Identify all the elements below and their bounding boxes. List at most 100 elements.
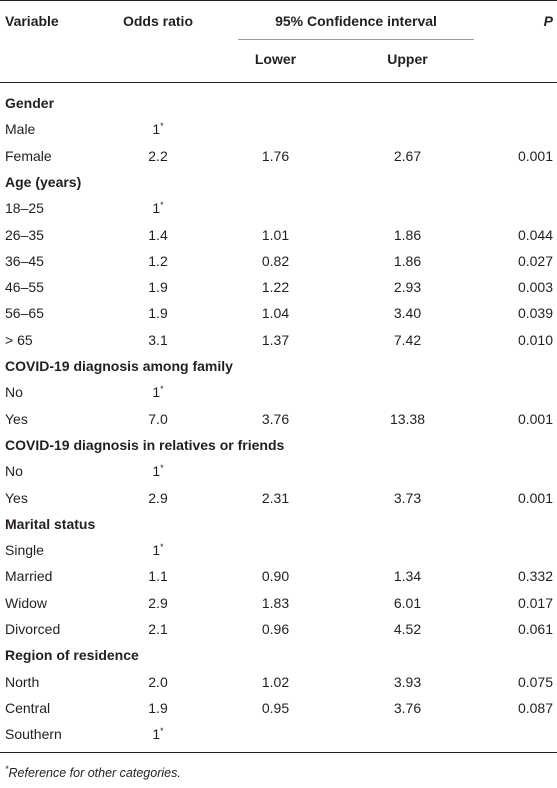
ci-upper-cell: 2.67: [393, 148, 422, 164]
footnote-mark: *: [5, 764, 9, 774]
p-value-cell: 0.044: [517, 227, 553, 243]
reference-mark: *: [160, 463, 164, 473]
odds-ratio-value: 1.9: [148, 700, 168, 716]
row-label: Central: [5, 700, 51, 716]
row-label: 46–55: [5, 279, 44, 295]
row-label: 18–25: [5, 200, 44, 216]
odds-ratio-cell: 1.9: [108, 699, 208, 717]
odds-ratio-value: 1: [152, 726, 161, 742]
odds-ratio-cell: 1*: [108, 383, 208, 401]
reference-mark: *: [160, 121, 164, 131]
ci-upper-cell: 3.76: [393, 700, 422, 716]
odds-ratio-cell: 1*: [108, 725, 208, 743]
section-label: Age (years): [5, 174, 82, 190]
odds-ratio-value: 2.9: [148, 490, 168, 506]
header-p-value: P: [543, 13, 553, 29]
ci-upper-cell: 3.73: [393, 490, 422, 506]
header-rule: [0, 82, 557, 83]
ci-lower-cell: 1.01: [261, 227, 290, 243]
ci-lower-cell: 0.96: [261, 621, 290, 637]
odds-ratio-value: 3.1: [148, 332, 168, 348]
odds-ratio-cell: 2.9: [108, 489, 208, 507]
row-label: No: [5, 463, 23, 479]
footnote-text: Reference for other categories.: [8, 766, 181, 780]
odds-ratio-value: 1.2: [148, 253, 168, 269]
ci-lower-cell: 1.22: [261, 279, 290, 295]
row-label: Single: [5, 542, 44, 558]
ci-upper-cell: 1.34: [393, 568, 422, 584]
odds-ratio-value: 1: [152, 542, 161, 558]
ci-lower-cell: 3.76: [261, 411, 290, 427]
odds-ratio-cell: 1.1: [108, 567, 208, 585]
p-value-cell: 0.332: [517, 568, 553, 584]
ci-upper-cell: 1.86: [393, 227, 422, 243]
ci-upper-cell: 6.01: [393, 595, 422, 611]
odds-ratio-cell: 1.9: [108, 278, 208, 296]
p-value-cell: 0.087: [517, 700, 553, 716]
ci-lower-cell: 1.04: [261, 305, 290, 321]
row-label: Yes: [5, 490, 28, 506]
odds-ratio-cell: 2.1: [108, 620, 208, 638]
p-value-cell: 0.001: [517, 148, 553, 164]
section-label: Marital status: [5, 516, 96, 532]
row-label: 56–65: [5, 305, 44, 321]
odds-ratio-cell: 2.0: [108, 673, 208, 691]
header-upper: Upper: [387, 51, 428, 67]
row-label: Married: [5, 568, 53, 584]
ci-upper-cell: 7.42: [393, 332, 422, 348]
odds-ratio-value: 2.9: [148, 595, 168, 611]
odds-ratio-cell: 7.0: [108, 410, 208, 428]
ci-lower-cell: 0.95: [261, 700, 290, 716]
row-label: 36–45: [5, 253, 44, 269]
odds-ratio-value: 7.0: [148, 411, 168, 427]
reference-mark: *: [160, 384, 164, 394]
odds-ratio-cell: 1*: [108, 120, 208, 138]
odds-ratio-value: 1: [152, 121, 161, 137]
ci-lower-cell: 1.76: [261, 148, 290, 164]
odds-ratio-cell: 1*: [108, 199, 208, 217]
row-label: Female: [5, 148, 52, 164]
ci-lower-cell: 1.83: [261, 595, 290, 611]
odds-ratio-value: 2.1: [148, 621, 168, 637]
odds-ratio-cell: 2.9: [108, 594, 208, 612]
p-value-cell: 0.003: [517, 279, 553, 295]
ci-underline: [238, 39, 474, 40]
odds-ratio-value: 1: [152, 384, 161, 400]
bottom-rule: [0, 752, 557, 753]
p-value-cell: 0.075: [517, 674, 553, 690]
odds-ratio-cell: 1*: [108, 541, 208, 559]
header-lower: Lower: [254, 51, 297, 67]
section-label: COVID-19 diagnosis in relatives or frien…: [5, 437, 285, 453]
p-value-cell: 0.039: [517, 305, 553, 321]
odds-ratio-value: 1: [152, 200, 161, 216]
odds-ratio-value: 2.0: [148, 674, 168, 690]
row-label: Southern: [5, 726, 62, 742]
header-variable: Variable: [5, 13, 59, 29]
section-label: COVID-19 diagnosis among family: [5, 358, 233, 374]
top-rule: [0, 0, 557, 1]
p-value-cell: 0.001: [517, 411, 553, 427]
odds-ratio-cell: 2.2: [108, 147, 208, 165]
ci-lower-cell: 1.37: [261, 332, 290, 348]
row-label: 26–35: [5, 227, 44, 243]
row-label: North: [5, 674, 40, 690]
section-label: Gender: [5, 95, 55, 111]
p-value-cell: 0.001: [517, 490, 553, 506]
ci-upper-cell: 13.38: [389, 411, 426, 427]
reference-mark: *: [160, 542, 164, 552]
reference-mark: *: [160, 200, 164, 210]
odds-ratio-value: 1: [152, 463, 161, 479]
row-label: Male: [5, 121, 36, 137]
odds-ratio-value: 1.9: [148, 305, 168, 321]
p-value-cell: 0.027: [517, 253, 553, 269]
header-odds-ratio: Odds ratio: [122, 13, 193, 29]
ci-lower-cell: 2.31: [261, 490, 290, 506]
odds-ratio-value: 1.4: [148, 227, 168, 243]
ci-upper-cell: 1.86: [393, 253, 422, 269]
p-value-cell: 0.061: [517, 621, 553, 637]
odds-ratio-cell: 1.2: [108, 252, 208, 270]
odds-ratio-cell: 1*: [108, 462, 208, 480]
row-label: Divorced: [5, 621, 61, 637]
ci-lower-cell: 0.82: [261, 253, 290, 269]
row-label: Yes: [5, 411, 28, 427]
